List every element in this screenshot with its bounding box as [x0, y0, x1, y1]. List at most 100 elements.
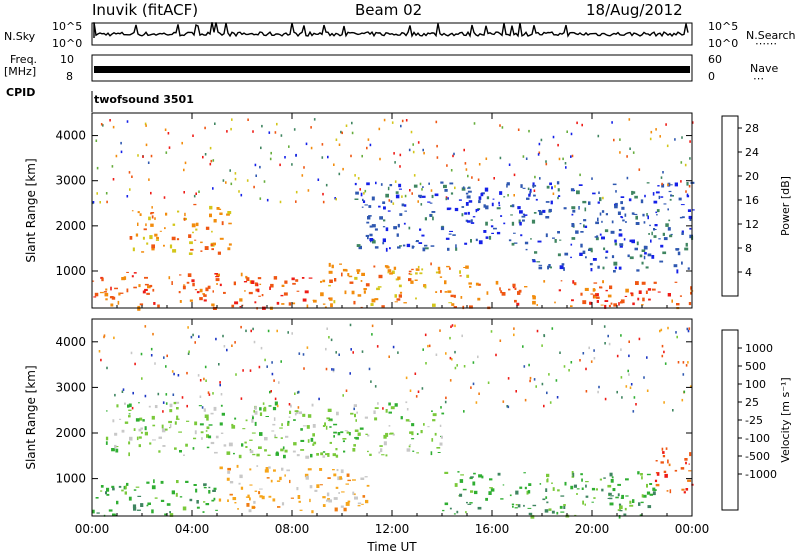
- echo-cell: [319, 484, 323, 486]
- echo-cell: [652, 288, 656, 291]
- echo-cell: [681, 232, 684, 235]
- echo-cell: [252, 453, 256, 456]
- echo-cell: [432, 413, 437, 417]
- echo-cell: [106, 200, 108, 204]
- echo-cell: [363, 288, 367, 291]
- echo-cell: [454, 366, 457, 370]
- echo-cell: [554, 301, 556, 304]
- echo-cell: [239, 298, 243, 302]
- echo-cell: [537, 153, 540, 156]
- echo-cell: [427, 201, 431, 203]
- echo-cell: [617, 509, 621, 511]
- echo-cell: [183, 217, 186, 221]
- echo-cell: [254, 282, 258, 287]
- echo-cell: [537, 240, 542, 243]
- echo-cell: [478, 200, 481, 204]
- echo-cell: [449, 336, 451, 340]
- echo-cell: [524, 241, 529, 245]
- echo-cell: [92, 280, 95, 282]
- echo-cell: [416, 240, 419, 243]
- echo-cell: [683, 390, 686, 394]
- x-tick-label: 20:00: [575, 522, 610, 536]
- echo-cell: [352, 448, 356, 452]
- echo-cell: [690, 292, 692, 295]
- echo-cell: [329, 279, 333, 283]
- echo-cell: [150, 223, 154, 227]
- echo-cell: [338, 143, 341, 146]
- echo-cell: [350, 348, 352, 351]
- echo-cell: [466, 220, 471, 223]
- echo-cell: [273, 469, 276, 472]
- echo-cell: [551, 327, 554, 330]
- echo-cell: [126, 271, 129, 273]
- echo-cell: [137, 495, 142, 497]
- echo-cell: [354, 276, 358, 280]
- echo-cell: [307, 468, 312, 471]
- echo-cell: [328, 262, 331, 267]
- echo-cell: [168, 146, 171, 149]
- echo-cell: [621, 396, 623, 399]
- echo-cell: [522, 155, 525, 158]
- echo-cell: [412, 450, 415, 452]
- echo-cell: [223, 291, 226, 294]
- echo-cell: [364, 416, 368, 419]
- echo-cell: [529, 379, 531, 383]
- echo-cell: [140, 427, 143, 430]
- echo-cell: [325, 183, 328, 187]
- echo-cell: [532, 300, 536, 305]
- echo-cell: [447, 290, 452, 293]
- echo-cell: [603, 247, 606, 251]
- echo-cell: [284, 156, 286, 159]
- echo-cell: [118, 485, 122, 488]
- echo-cell: [548, 508, 552, 511]
- echo-cell: [202, 511, 205, 513]
- echo-cell: [354, 174, 356, 177]
- echo-cell: [539, 211, 543, 216]
- echo-cell: [326, 327, 328, 330]
- echo-cell: [338, 172, 341, 176]
- echo-cell: [467, 190, 472, 193]
- echo-cell: [187, 326, 189, 329]
- echo-cell: [328, 284, 331, 287]
- colorbar-tick-label: 100: [745, 378, 766, 391]
- echo-cell: [346, 431, 350, 434]
- echo-cell: [620, 216, 623, 218]
- echo-cell: [465, 192, 469, 195]
- echo-cell: [558, 195, 561, 197]
- echo-cell: [320, 452, 324, 456]
- echo-cell: [490, 488, 495, 492]
- echo-cell: [342, 268, 347, 272]
- echo-cell: [420, 203, 423, 206]
- echo-cell: [484, 187, 489, 192]
- echo-cell: [342, 394, 344, 397]
- echo-cell: [203, 294, 207, 297]
- echo-cell: [602, 266, 605, 270]
- echo-cell: [601, 488, 604, 492]
- echo-cell: [662, 455, 666, 458]
- echo-cell: [137, 222, 139, 226]
- echo-cell: [394, 161, 396, 164]
- echo-cell: [685, 242, 688, 247]
- echo-cell: [579, 252, 583, 256]
- echo-cell: [573, 484, 577, 488]
- echo-cell: [628, 373, 630, 376]
- echo-cell: [374, 228, 378, 231]
- echo-cell: [176, 480, 179, 484]
- echo-cell: [363, 290, 366, 294]
- echo-cell: [454, 483, 458, 487]
- echo-cell: [128, 452, 130, 457]
- echo-cell: [292, 282, 296, 285]
- colorbar-tick-label: 16: [745, 194, 759, 207]
- echo-cell: [301, 277, 305, 279]
- echo-cell: [477, 297, 481, 301]
- echo-cell: [226, 451, 231, 455]
- echo-cell: [602, 196, 604, 200]
- echo-cell: [571, 299, 574, 302]
- echo-cell: [126, 120, 129, 123]
- echo-cell: [689, 157, 691, 160]
- echo-cell: [392, 202, 395, 205]
- echo-cell: [164, 227, 166, 230]
- echo-cell: [617, 493, 620, 497]
- echo-cell: [378, 451, 381, 454]
- echo-cell: [266, 198, 269, 202]
